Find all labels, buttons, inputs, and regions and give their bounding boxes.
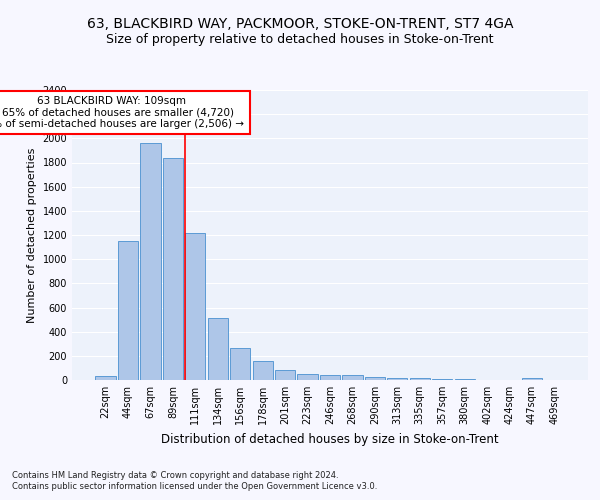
Bar xyxy=(522,378,542,380)
Y-axis label: Number of detached properties: Number of detached properties xyxy=(27,148,37,322)
Text: Contains HM Land Registry data © Crown copyright and database right 2024.: Contains HM Land Registry data © Crown c… xyxy=(12,470,338,480)
Bar xyxy=(208,318,228,380)
Bar xyxy=(275,370,295,380)
Text: 63 BLACKBIRD WAY: 109sqm
← 65% of detached houses are smaller (4,720)
34% of sem: 63 BLACKBIRD WAY: 109sqm ← 65% of detach… xyxy=(0,96,244,129)
Text: 63, BLACKBIRD WAY, PACKMOOR, STOKE-ON-TRENT, ST7 4GA: 63, BLACKBIRD WAY, PACKMOOR, STOKE-ON-TR… xyxy=(87,18,513,32)
Bar xyxy=(365,377,385,380)
Text: Contains public sector information licensed under the Open Government Licence v3: Contains public sector information licen… xyxy=(12,482,377,491)
Bar xyxy=(140,143,161,380)
Bar xyxy=(118,241,138,380)
Bar xyxy=(320,374,340,380)
Bar xyxy=(185,232,205,380)
X-axis label: Distribution of detached houses by size in Stoke-on-Trent: Distribution of detached houses by size … xyxy=(161,432,499,446)
Bar xyxy=(343,375,362,380)
Bar xyxy=(230,348,250,380)
Bar xyxy=(253,362,273,380)
Bar xyxy=(95,376,116,380)
Bar xyxy=(298,374,317,380)
Bar xyxy=(410,378,430,380)
Bar xyxy=(387,378,407,380)
Bar xyxy=(163,158,183,380)
Text: Size of property relative to detached houses in Stoke-on-Trent: Size of property relative to detached ho… xyxy=(106,32,494,46)
